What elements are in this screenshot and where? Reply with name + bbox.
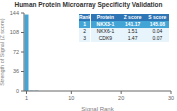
svg-text:10: 10: [68, 95, 74, 101]
svg-text:1: 1: [25, 95, 28, 101]
svg-text:72: 72: [13, 49, 19, 55]
svg-text:36: 36: [13, 68, 19, 74]
html-text:1: 1: [83, 21, 86, 27]
html-text:NKX3-1: NKX3-1: [96, 21, 115, 27]
svg-text:20: 20: [118, 95, 124, 101]
html-text:S score: S score: [148, 14, 167, 20]
html-text:NKX6-1: NKX6-1: [96, 28, 115, 34]
svg-text:Signal Rank: Signal Rank: [81, 106, 114, 111]
svg-text:108: 108: [10, 29, 19, 35]
html-text:1.47: 1.47: [127, 35, 138, 41]
html-text:2: 2: [83, 28, 86, 34]
html-text:CDK9: CDK9: [98, 35, 113, 41]
html-text:3: 3: [83, 35, 86, 41]
svg-text:Strength of Signal (Z score): Strength of Signal (Z score): [0, 18, 5, 85]
svg-text:30: 30: [168, 95, 174, 101]
html-text:141.17: 141.17: [124, 21, 141, 27]
html-text:0.07: 0.07: [152, 35, 163, 41]
html-text:Z score: Z score: [123, 14, 142, 20]
html-text:1.51: 1.51: [127, 28, 138, 34]
html-text:Protein: Protein: [96, 14, 114, 20]
html-text:0.04: 0.04: [152, 28, 163, 34]
svg-text:0: 0: [16, 88, 19, 94]
html-text:145.08: 145.08: [149, 21, 165, 27]
svg-text:144: 144: [10, 10, 19, 16]
html-text:Rank: Rank: [78, 14, 92, 20]
html-text:Human Protein Microarray Speci: Human Protein Microarray Specificity Val…: [14, 1, 163, 8]
